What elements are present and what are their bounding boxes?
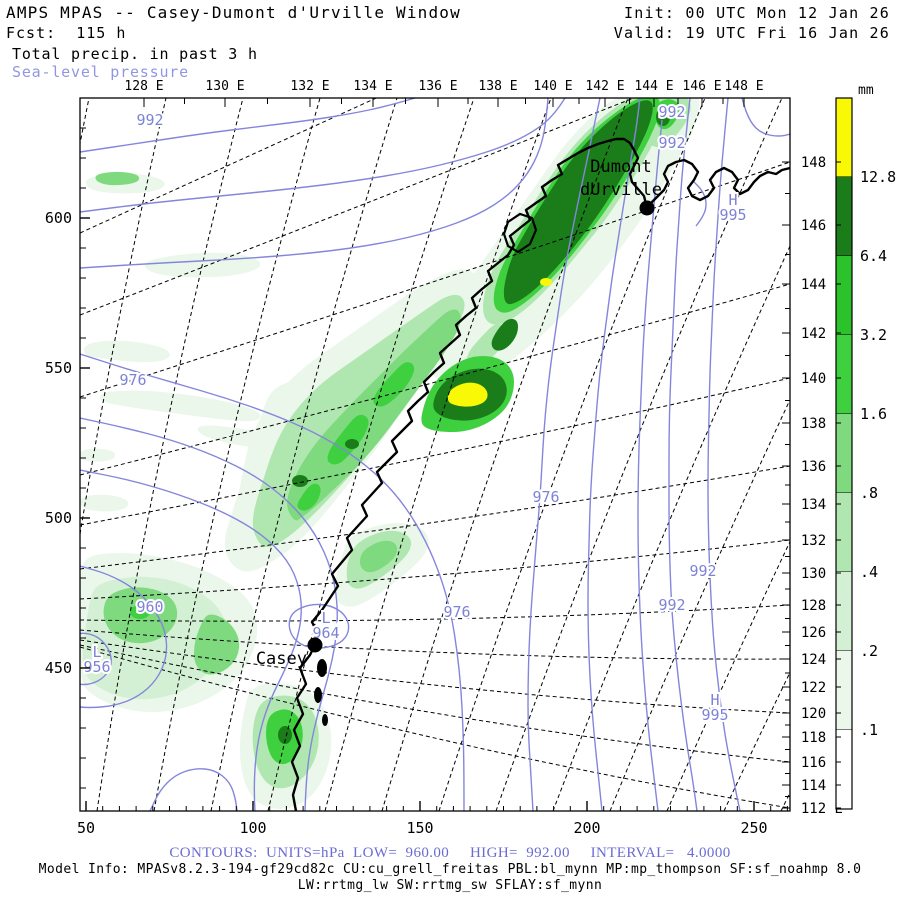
isobar-labels: 992 992992976976976960992992H995H995L956L… [81, 101, 748, 726]
station-label: Dumont [590, 157, 651, 177]
top-axis-lon-label: 148 E [724, 79, 763, 94]
top-axis-lon-label: 140 E [533, 79, 572, 94]
station-label: dUrville [580, 180, 662, 200]
top-axis-lon-label: 130 E [205, 79, 244, 94]
right-axis-lon-label: 134 E [801, 497, 843, 513]
left-axis-label: 500 [45, 509, 72, 527]
right-axis-lon-label: 138 E [801, 416, 843, 432]
isobar-value-label: 992 [658, 596, 685, 614]
svg-text:H: H [728, 191, 737, 209]
top-axis-lon-label: 146 E [682, 79, 721, 94]
bottom-axis-label: 200 [573, 819, 600, 837]
top-axis-lon-label: 134 E [353, 79, 392, 94]
right-axis-lon-label: 114 E [801, 778, 843, 794]
isobar-value-label: 976 [119, 371, 146, 389]
left-axis-label: 450 [45, 659, 72, 677]
right-axis-lon-label: 126 E [801, 625, 843, 641]
isobar-value-label: 992 [658, 134, 685, 152]
right-axis-lon-label: 128 E [801, 598, 843, 614]
init-time-label: Init: 00 UTC Mon 12 Jan 26 [624, 4, 890, 22]
right-axis-lon-label: 112 E [801, 801, 843, 817]
map-axes: 128 E 130 E 132 E 134 E 136 E 138 E 140 E 142 E… [45, 79, 843, 837]
right-axis-lon-label: 142 E [801, 326, 843, 342]
bottom-axis-label: 50 [77, 819, 95, 837]
right-axis-lon-label: 136 E [801, 459, 843, 475]
colorbar-level-label: .1 [860, 721, 878, 739]
top-axis-lon-label: 144 E [634, 79, 673, 94]
right-axis-lon-label: 116 E [801, 755, 843, 771]
left-axis-label: 600 [45, 209, 72, 227]
colorbar-level-label: 12.8 [860, 168, 896, 186]
contours-info-line: CONTOURS: UNITS=hPa LOW= 960.00 HIGH= 99… [169, 845, 731, 861]
isobar-value-label: 992 [689, 562, 716, 580]
isobar-value-label: 960 [136, 598, 163, 616]
station-dumont: Dumont dUrville [580, 157, 662, 216]
svg-text:L: L [92, 643, 101, 661]
station-casey: Casey [256, 637, 323, 669]
top-axis-lon-label: 128 E [124, 79, 163, 94]
isobar-value-label: 992 [136, 111, 163, 129]
model-info-line-2: LW:rrtmg_lw SW:rrtmg_sw SFLAY:sf_mynn [297, 878, 603, 893]
right-axis-lon-label: 148 E [801, 155, 843, 171]
top-axis-lon-label: 136 E [418, 79, 457, 94]
lat-lon-grid [80, 98, 790, 811]
right-axis-lon-label: 132 E [801, 533, 843, 549]
page-title: AMPS MPAS -- Casey-Dumont d'Urville Wind… [6, 3, 461, 22]
svg-text:956: 956 [83, 658, 110, 676]
forecast-hour-label: Fcst: 115 h [6, 24, 127, 42]
top-axis-lon-label: 138 E [478, 79, 517, 94]
map-canvas: 992 992992976976976960992992H995H995L956L… [80, 98, 790, 811]
svg-text:L: L [321, 609, 330, 627]
valid-time-label: Valid: 19 UTC Fri 16 Jan 26 [613, 24, 890, 42]
isobars [80, 98, 790, 811]
right-axis-lon-label: 120 E [801, 706, 843, 722]
bottom-axis-label: 250 [740, 819, 767, 837]
right-axis-lon-label: 140 E [801, 371, 843, 387]
left-axis-label: 550 [45, 359, 72, 377]
model-info-line-1: Model Info: MPASv8.2.3-194-gf29cd82c CU:… [38, 862, 862, 877]
colorbar-level-label: .8 [860, 484, 878, 502]
overlay-label: Sea-level pressure [12, 63, 189, 81]
colorbar-level-label: 1.6 [860, 405, 887, 423]
right-axis-lon-label: 122 E [801, 680, 843, 696]
isobar-value-label: 992 [658, 103, 685, 121]
precip-colorbar: mm 12.8 6.4 3.2 1.6 .8 .4 .2 .1 [835, 83, 896, 810]
right-axis-lon-label: 144 E [801, 277, 843, 293]
svg-text:995: 995 [701, 706, 728, 724]
isobar-value-label: 976 [443, 603, 470, 621]
colorbar-level-label: 3.2 [860, 326, 887, 344]
right-axis-lon-label: 118 E [801, 730, 843, 746]
bottom-axis-label: 150 [406, 819, 433, 837]
isobar-value-label: 976 [532, 488, 559, 506]
colorbar-level-label: .2 [860, 642, 878, 660]
top-axis-lon-label: 142 E [585, 79, 624, 94]
top-axis-lon-label: 132 E [290, 79, 329, 94]
colorbar-level-label: 6.4 [860, 247, 887, 265]
right-axis-lon-label: 146 E [801, 218, 843, 234]
svg-text:H: H [710, 691, 719, 709]
right-axis-lon-label: 130 E [801, 566, 843, 582]
field-label: Total precip. in past 3 h [12, 45, 258, 63]
bottom-axis-label: 100 [239, 819, 266, 837]
colorbar-units-label: mm [858, 83, 874, 98]
right-axis-lon-label: 124 E [801, 652, 843, 668]
station-label: Casey [256, 649, 307, 669]
colorbar-level-label: .4 [860, 563, 878, 581]
coastline [290, 137, 790, 811]
svg-text:995: 995 [719, 206, 746, 224]
